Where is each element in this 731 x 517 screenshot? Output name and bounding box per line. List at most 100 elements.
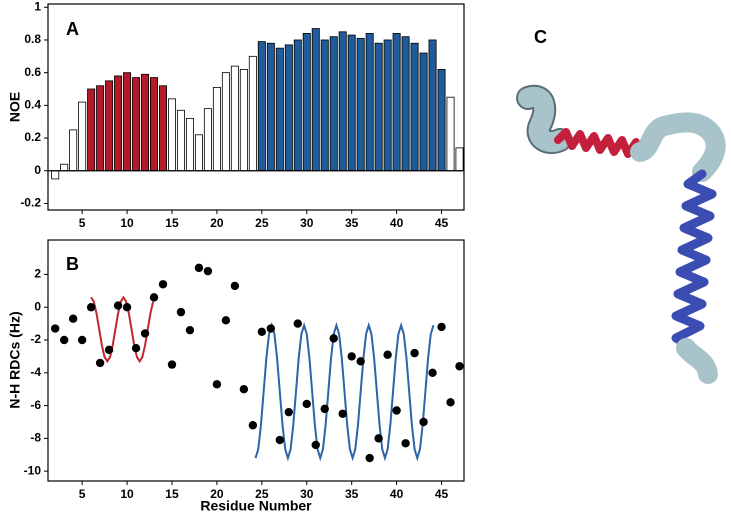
data-point [248,421,258,430]
data-point [437,322,446,332]
x-tick-label: 30 [300,216,314,230]
y-tick-label: 0 [34,163,41,177]
bar [248,55,257,172]
x-tick-label: 20 [210,216,224,230]
y-tick-label: 0 [34,299,41,313]
bar [212,86,221,172]
data-point [275,435,285,445]
data-point [293,319,302,328]
data-point [140,329,150,338]
data-point [320,404,329,414]
y-tick-label: -0.2 [20,196,41,210]
data-point [329,334,338,343]
y-tick-label: -8 [30,431,41,445]
y-axis-title: N-H RDCs (Hz) [7,311,23,408]
bar [123,72,132,172]
data-point [176,307,186,317]
x-tick-label: 25 [255,487,269,501]
bar [455,147,464,172]
bar [60,163,69,172]
data-point [113,301,123,310]
bar [284,44,293,172]
data-point [419,417,428,427]
bar [302,33,311,172]
bar [374,42,383,172]
y-tick-label: 2 [34,267,41,281]
bar [105,80,114,172]
bar [392,33,401,172]
panel-label: A [66,19,79,39]
data-point [212,380,222,389]
x-tick-label: 10 [120,487,134,501]
bar [257,41,266,172]
data-point [50,324,60,333]
x-tick-label: 35 [345,487,359,501]
bar [132,77,141,172]
bar [275,47,284,172]
bar [159,85,168,172]
data-point [77,335,87,345]
y-tick-label: 0.2 [24,130,41,144]
data-point [230,281,240,291]
bar [194,134,203,172]
bar [266,42,275,172]
data-point [95,358,105,368]
bar [437,68,446,172]
blue-helix [671,169,717,351]
bar [87,88,96,172]
data-point [122,303,132,312]
data-point [302,399,311,409]
y-axis-title: NOE [7,92,23,122]
data-point [203,266,213,276]
data-point [374,434,383,443]
x-tick-label: 15 [165,216,179,230]
bar [356,37,365,172]
red-helix [554,128,646,158]
x-tick-label: 5 [79,216,86,230]
x-tick-label: 45 [435,487,449,501]
y-tick-label: 0.6 [24,65,41,79]
data-point [149,293,159,302]
tube [630,112,726,182]
bar [329,36,338,172]
bar [203,108,212,172]
bar [78,101,87,172]
bar [401,36,410,172]
bar [176,109,185,172]
bar [410,42,419,172]
data-point [86,303,96,312]
data-point [167,360,177,369]
x-tick-label: 30 [300,487,314,501]
bar [338,31,347,172]
protein-structure [516,84,726,384]
x-tick-label: 25 [255,216,269,230]
data-point [266,324,276,333]
data-point [401,439,410,448]
data-point [338,409,347,418]
bar [320,39,329,172]
x-tick-label: 45 [435,216,449,230]
data-point [131,344,141,353]
data-point [383,350,392,359]
data-point [158,280,168,289]
bar [428,39,437,172]
data-point [356,357,365,366]
bar [141,73,150,172]
data-point [104,345,114,355]
bar [167,98,176,172]
bar [383,39,392,172]
data-point [59,335,69,345]
bar [114,75,123,172]
bar [69,129,78,172]
data-point [68,314,78,323]
x-tick-label: 10 [120,216,134,230]
bar [419,52,428,172]
bar [365,33,374,172]
panel-label: B [66,254,79,274]
data-point [446,398,455,407]
data-point [284,407,293,417]
bar [51,170,60,180]
x-axis-title: Residue Number [200,498,312,514]
